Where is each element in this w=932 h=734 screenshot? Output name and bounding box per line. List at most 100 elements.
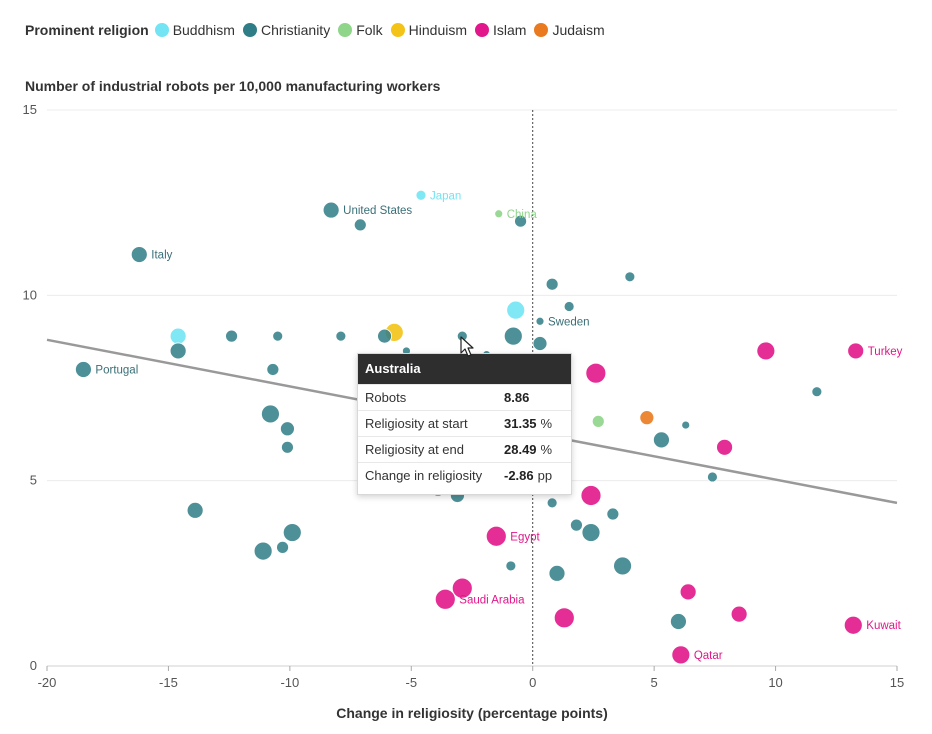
data-point: [730, 605, 748, 623]
data-point: [545, 277, 559, 291]
data-point: [75, 361, 92, 378]
x-axis-title: Change in religiosity (percentage points…: [336, 705, 607, 721]
data-point: [485, 525, 507, 547]
point-label: Sweden: [548, 316, 590, 328]
y-tick-label: 15: [23, 102, 37, 117]
data-point: [335, 330, 347, 342]
data-point: [843, 615, 863, 635]
point-label: United States: [343, 205, 412, 217]
legend-label-judaism: Judaism: [552, 22, 605, 38]
data-point: [580, 485, 602, 506]
chart-title: Number of industrial robots per 10,000 m…: [25, 78, 441, 94]
point-label: China: [507, 209, 538, 221]
data-point: [276, 540, 289, 554]
data-point: [546, 497, 558, 509]
data-point: [130, 246, 148, 263]
legend-swatch-judaism: [534, 23, 549, 37]
data-point: [553, 607, 575, 629]
x-tick-label: -10: [280, 675, 299, 690]
legend-item-buddhism[interactable]: Buddhism: [154, 22, 235, 38]
point-label: Turkey: [868, 346, 903, 358]
data-point: [506, 300, 526, 320]
legend-swatch-christianity: [242, 23, 257, 37]
tooltip-value: 31.35: [504, 416, 537, 431]
data-point: [653, 431, 670, 449]
legend-swatch-hinduism: [390, 23, 405, 37]
legend-item-folk[interactable]: Folk: [338, 22, 383, 38]
tooltip-label: Robots: [365, 390, 407, 405]
legend-swatch-folk: [338, 23, 353, 37]
legend-swatch-buddhism: [154, 23, 169, 37]
x-tick-label: 15: [890, 675, 904, 690]
x-tick-label: -5: [406, 675, 418, 690]
tooltip-value: 28.49: [504, 442, 537, 457]
data-point: [606, 507, 620, 521]
legend-swatch-islam: [475, 23, 490, 37]
data-point: [377, 328, 392, 344]
data-point: [548, 564, 566, 582]
legend-label-islam: Islam: [493, 22, 527, 38]
data-point: [532, 336, 548, 351]
data-point: [225, 329, 238, 343]
data-point: [624, 271, 636, 283]
data-point: [671, 645, 691, 665]
point-label: Portugal: [95, 364, 138, 376]
data-point: [272, 330, 284, 342]
data-point: [282, 523, 302, 542]
data-point: [186, 501, 204, 519]
data-point: [169, 342, 187, 360]
data-point: [679, 583, 697, 601]
legend-label-buddhism: Buddhism: [172, 22, 235, 38]
tooltip-label: Change in religiosity: [365, 468, 483, 483]
data-point: [281, 440, 294, 454]
data-point: [591, 414, 605, 428]
data-point: [494, 209, 504, 219]
y-tick-label: 10: [23, 287, 37, 302]
data-point: [613, 556, 632, 576]
legend-title: Prominent religion: [25, 22, 149, 38]
point-label: Qatar: [694, 650, 723, 662]
tooltip-row-religiosity-start: Religiosity at start 31.35 %: [358, 410, 571, 436]
tooltip-row-change: Change in religiosity -2.86 pp: [358, 462, 571, 488]
data-point: [811, 386, 823, 398]
x-tick-label: 0: [529, 675, 536, 690]
x-tick-label: -20: [38, 675, 57, 690]
legend-item-judaism[interactable]: Judaism: [534, 22, 605, 38]
tooltip-unit: %: [540, 416, 553, 431]
point-label: Kuwait: [866, 620, 901, 632]
tooltip-value: 8.86: [504, 390, 530, 405]
data-point: [570, 518, 583, 532]
data-point: [847, 342, 865, 360]
point-label: Saudi Arabia: [459, 594, 525, 606]
tooltip: Australia Robots 8.86 Religiosity at sta…: [357, 353, 572, 495]
tooltip-value: -2.86: [504, 468, 534, 483]
legend-label-folk: Folk: [356, 22, 383, 38]
data-point: [266, 363, 280, 376]
data-point: [639, 410, 655, 426]
legend-item-hinduism[interactable]: Hinduism: [390, 22, 468, 38]
data-point: [581, 523, 601, 542]
data-point: [503, 326, 523, 346]
legend-item-islam[interactable]: Islam: [475, 22, 526, 38]
data-point: [670, 613, 687, 630]
tooltip-row-robots: Robots 8.86: [358, 384, 571, 410]
legend-label-hinduism: Hinduism: [408, 22, 468, 38]
x-tick-label: 5: [651, 675, 658, 690]
data-point: [505, 560, 517, 572]
tooltip-unit: %: [540, 442, 553, 457]
y-tick-label: 5: [30, 473, 37, 488]
data-point: [514, 214, 527, 228]
point-label: Egypt: [510, 531, 540, 543]
x-tick-label: 10: [768, 675, 782, 690]
tooltip-row-religiosity-end: Religiosity at end 28.49 %: [358, 436, 571, 462]
data-point: [585, 362, 607, 384]
data-point: [707, 471, 718, 483]
y-tick-label: 0: [30, 658, 37, 673]
point-label: Italy: [151, 250, 172, 262]
data-point: [681, 420, 691, 430]
tooltip-unit: pp: [537, 468, 553, 483]
data-point: [169, 327, 187, 345]
data-point: [451, 577, 473, 599]
tooltip-title: Australia: [358, 354, 571, 384]
legend-item-christianity[interactable]: Christianity: [242, 22, 330, 38]
